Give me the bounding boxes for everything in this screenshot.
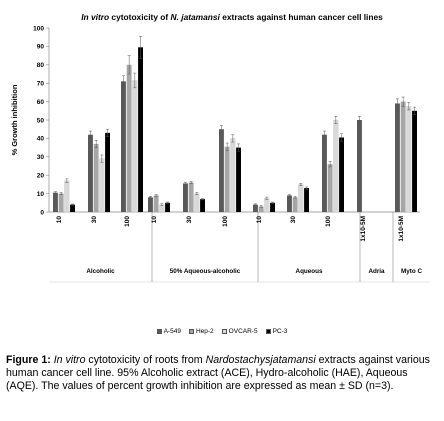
bar-OVCAR-5 [298,184,304,213]
bar-Hep-2 [58,193,64,212]
legend-label: A-549 [163,328,181,335]
bar-PC-3 [165,202,170,212]
bar-PC-3 [270,202,275,212]
x-tick-label: 10 [151,216,158,224]
legend-label: PC-3 [272,328,288,335]
bar-Hep-2 [258,206,264,212]
bar-A-549 [253,204,258,212]
y-tick-label: 20 [37,173,45,180]
x-tick-label: 1x10-5M [360,216,367,242]
caption-italic-2: Nardostachysjatamansi [205,354,316,366]
group-label: Aqueous [296,268,323,275]
legend-swatch [221,328,227,334]
legend-label: OVCAR-5 [228,328,258,335]
bar-A-549 [357,120,362,212]
y-tick-label: 30 [37,154,45,161]
bar-Hep-2 [400,101,406,212]
x-tick-label: 30 [186,216,193,224]
bar-chart: In vitro cytotoxicity of N. jatamansi ex… [10,12,430,283]
bar-A-549 [121,81,126,212]
bar-Hep-2 [292,197,298,212]
y-tick-label: 100 [33,25,44,32]
caption-italic-1: In vitro [53,354,86,366]
bar-OVCAR-5 [132,80,138,213]
legend-item: PC-3 [265,328,288,335]
bar-Hep-2 [153,195,159,212]
bar-A-549 [183,183,188,212]
caption-text-2: extracts against various human cancer ce… [6,354,430,392]
x-tick-label: 1x10-5M [398,216,405,242]
chart-legend: A-549 Hep-2 OVCAR-5 PC-3 [0,328,444,335]
y-tick-label: 0 [40,209,44,216]
legend-swatch [156,328,162,334]
x-tick-label: 100 [124,216,131,227]
bar-PC-3 [200,199,205,212]
bar-A-549 [148,197,153,212]
x-tick-label: 30 [91,216,98,224]
bar-OVCAR-5 [264,198,270,213]
y-tick-label: 40 [37,136,45,143]
bar-A-549 [287,195,292,212]
y-tick-label: 50 [37,117,45,124]
bar-OVCAR-5 [194,193,200,213]
caption-text-1: cytotoxicity of roots from [85,354,206,366]
legend-swatch [265,328,271,334]
bar-A-549 [219,129,224,212]
bar-PC-3 [105,132,110,212]
figure-label: Figure 1: [6,354,51,366]
bar-Hep-2 [327,164,333,212]
legend-label: Hep-2 [195,328,214,335]
chart-title: In vitro cytotoxicity of N. jatamansi ex… [81,12,383,22]
legend-item: OVCAR-5 [221,328,258,335]
bar-A-549 [88,134,93,212]
y-axis-label: % Growth inhibition [10,84,19,155]
group-label: Myto C [401,268,422,275]
x-tick-label: 10 [256,216,263,224]
x-tick-label: 100 [325,216,332,227]
bar-PC-3 [339,137,344,212]
group-label: Adria [368,268,385,275]
legend-item: Hep-2 [188,328,214,335]
legend-item: A-549 [156,328,181,335]
y-tick-label: 70 [37,81,45,88]
figure-caption: Figure 1: In vitro cytotoxicity of roots… [6,354,440,393]
y-tick-label: 80 [37,62,45,69]
bar-OVCAR-5 [99,158,105,213]
bar-Hep-2 [126,64,132,212]
x-tick-label: 10 [56,216,63,224]
bar-OVCAR-5 [333,119,339,213]
bar-Hep-2 [188,182,194,212]
group-label: 50% Aqueous-alcoholic [170,268,241,275]
bar-A-549 [322,134,327,212]
x-tick-label: 100 [222,216,229,227]
bar-OVCAR-5 [230,138,236,213]
bar-Hep-2 [93,143,99,212]
bar-PC-3 [236,147,241,212]
y-tick-label: 60 [37,99,45,106]
y-tick-label: 90 [37,44,45,51]
bar-OVCAR-5 [64,180,70,213]
bar-OVCAR-5 [406,106,412,213]
bar-A-549 [395,103,400,212]
chart-area: In vitro cytotoxicity of N. jatamansi ex… [10,12,430,283]
bar-PC-3 [70,204,75,212]
bar-Hep-2 [224,146,230,212]
bar-PC-3 [138,47,143,212]
bar-A-549 [53,192,58,212]
group-label: Alcoholic [86,268,115,275]
y-tick-label: 10 [37,191,45,198]
bar-PC-3 [412,110,417,212]
x-tick-label: 30 [290,216,297,224]
bar-PC-3 [304,188,309,212]
legend-swatch [188,328,194,334]
